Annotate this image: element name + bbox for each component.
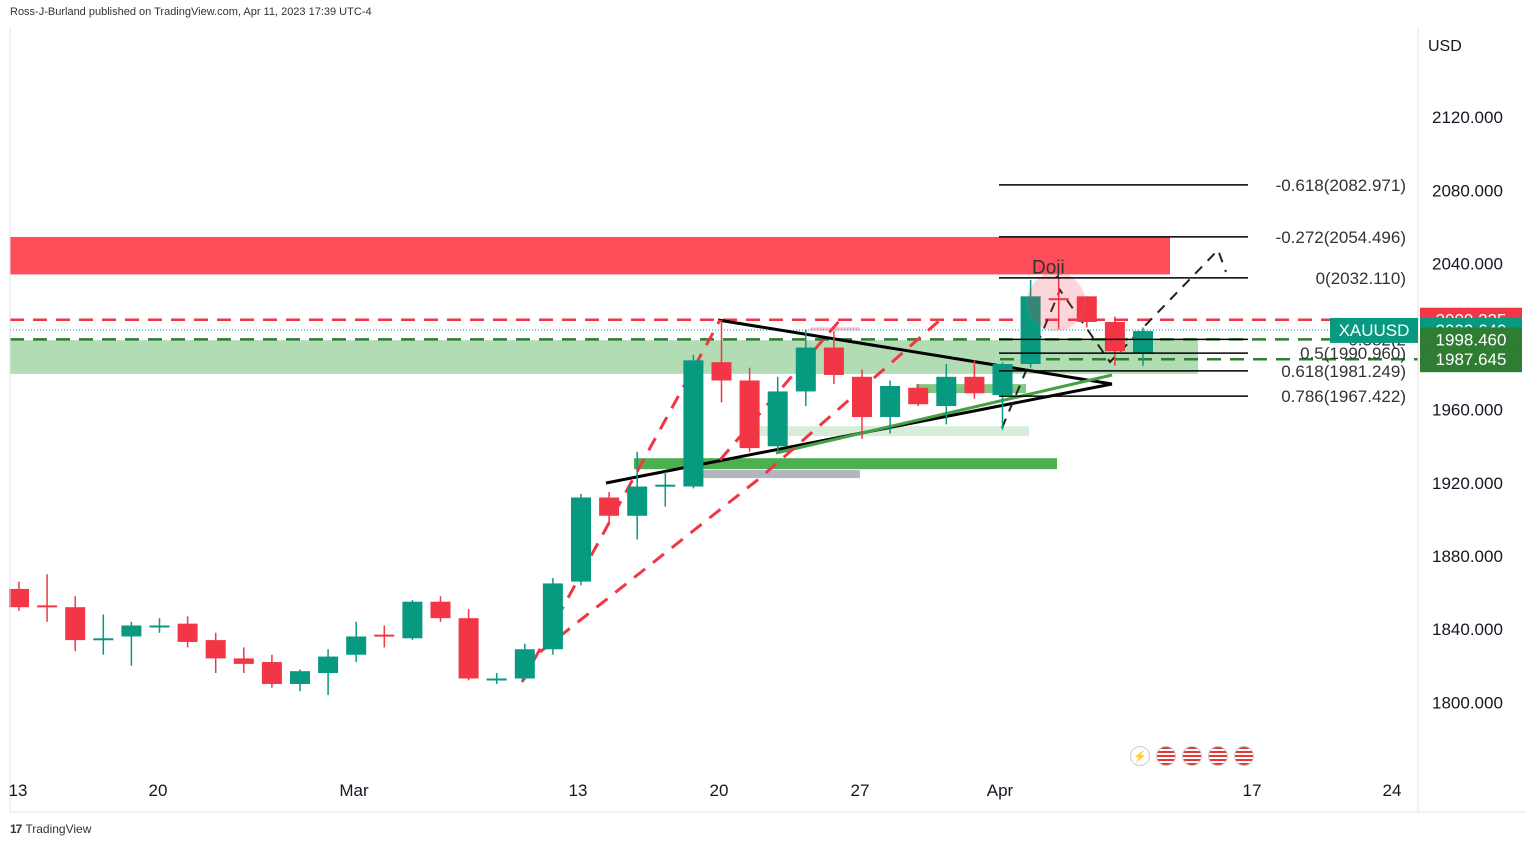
x-tick-label: 13: [9, 781, 28, 800]
x-tick-label: 24: [1383, 781, 1402, 800]
candle-body: [402, 601, 423, 639]
gray-bar: [703, 470, 860, 479]
green-trend-line: [775, 373, 1113, 455]
candle-body: [1104, 321, 1125, 352]
candle-body: [823, 347, 844, 375]
candles: Doji: [9, 257, 1153, 695]
candle-body: [430, 601, 451, 619]
x-tick-label: Apr: [987, 781, 1014, 800]
candle-body: [346, 636, 367, 655]
us-flag-icon[interactable]: [1182, 746, 1202, 766]
candle-body: [290, 671, 310, 684]
us-flag-icon[interactable]: [1234, 746, 1254, 766]
minor-zone: [759, 426, 1029, 437]
fibonacci-levels: -0.618(2082.971) -0.272(2054.496) 0(2032.1…: [999, 176, 1406, 406]
red-dashed-channel: [539, 318, 941, 654]
us-flag-icon[interactable]: [1208, 746, 1228, 766]
minor-zone: [810, 327, 860, 331]
candle-body: [542, 583, 563, 650]
candle-body: [65, 607, 86, 641]
x-tick-label: Mar: [339, 781, 369, 800]
candle-body: [458, 618, 479, 679]
candle-body: [121, 625, 142, 637]
fib-label: 0.618(1981.249): [1281, 362, 1406, 381]
candle-body: [711, 362, 732, 381]
doji-circle: [1026, 272, 1086, 332]
symbol-tag: XAUUSD: [1339, 321, 1410, 340]
candle-body: [795, 347, 816, 392]
candle-body: [1048, 298, 1069, 301]
chart-axes: 2120.000 2080.000 2040.000 1960.000 1920.000…: [9, 28, 1526, 813]
y-tick-label: 1960.000: [1432, 401, 1503, 420]
chart-zones: [10, 236, 1198, 479]
y-tick-label: 1920.000: [1432, 474, 1503, 493]
fib-label: -0.618(2082.971): [1276, 176, 1406, 195]
y-tick-label: 2040.000: [1432, 254, 1503, 273]
candle-body: [374, 634, 395, 637]
y-tick-label: 2080.000: [1432, 181, 1503, 200]
us-flag-icon[interactable]: [1156, 746, 1176, 766]
candle-body: [571, 497, 591, 582]
projection-path: [1001, 248, 1227, 429]
candle-body: [739, 380, 760, 449]
candle-body: [880, 385, 901, 418]
support-bar: [634, 458, 1057, 470]
candle-body: [767, 391, 788, 447]
green-price-tag: 1987.645: [1436, 350, 1507, 369]
candle-body: [233, 658, 254, 664]
candle-body: [37, 605, 58, 608]
candle-body: [992, 364, 1013, 396]
triangle-upper-line: [717, 318, 1113, 386]
candle-body: [318, 656, 339, 674]
y-tick-label: 1800.000: [1432, 693, 1503, 712]
event-icons: ⚡: [1130, 746, 1254, 766]
resistance-zone: [10, 236, 1170, 275]
lightning-icon[interactable]: ⚡: [1130, 746, 1150, 766]
currency-label: USD: [1428, 38, 1462, 55]
candle-body: [261, 662, 282, 684]
y-tick-label: 2120.000: [1432, 108, 1503, 127]
green-price-tag-bg: [1420, 347, 1522, 373]
x-tick-label: 20: [149, 781, 168, 800]
candle-body: [205, 640, 226, 659]
fib-label: -0.272(2054.496): [1276, 228, 1406, 247]
candle-body: [852, 376, 872, 418]
candle-body: [149, 625, 170, 628]
candle-body: [655, 484, 676, 487]
tradingview-logo-icon: 17: [10, 822, 22, 836]
candle-body: [964, 376, 985, 394]
fib-label: 0.786(1967.422): [1281, 387, 1406, 406]
candle-body: [93, 638, 114, 641]
x-tick-label: 27: [851, 781, 870, 800]
candle-body: [486, 678, 507, 681]
candle-body: [936, 376, 957, 407]
candle-body: [514, 649, 535, 679]
x-tick-label: 13: [569, 781, 588, 800]
symbol-tag-bg: [1330, 317, 1418, 343]
footer-brand[interactable]: 17 TradingView: [10, 822, 91, 836]
candle-body: [599, 497, 620, 516]
candle-body: [1133, 331, 1153, 354]
y-tick-label: 1840.000: [1432, 620, 1503, 639]
y-tick-label: 1880.000: [1432, 547, 1503, 566]
publisher-line: Ross-J-Burland published on TradingView.…: [10, 6, 372, 18]
fib-label: 0.5(1990.960): [1300, 344, 1406, 363]
candle-body: [1020, 296, 1041, 365]
candle-body: [177, 623, 198, 642]
doji-label: Doji: [1032, 257, 1065, 278]
candle-body: [908, 387, 929, 405]
brand-name: TradingView: [25, 822, 92, 836]
candle-body: [683, 360, 704, 487]
fib-label: 0(2032.110): [1316, 269, 1406, 288]
x-tick-label: 20: [710, 781, 729, 800]
candle-body: [9, 588, 29, 608]
candle-body: [1076, 296, 1097, 322]
x-tick-label: 17: [1243, 781, 1262, 800]
candle-body: [627, 486, 648, 516]
green-price-tag: 1998.460: [1436, 330, 1507, 349]
